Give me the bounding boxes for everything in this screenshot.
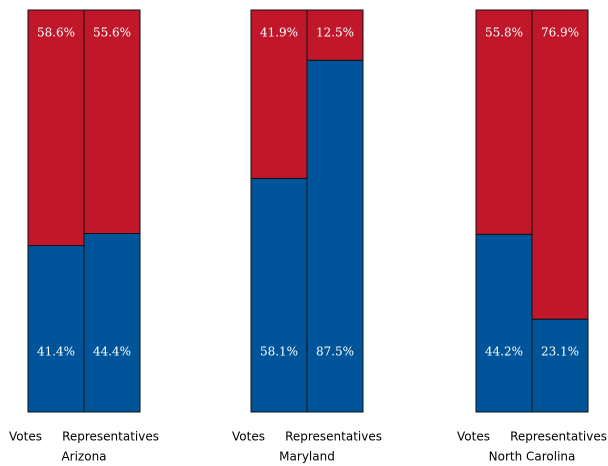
group-title: North Carolina [489, 450, 576, 464]
bar-segment [531, 318, 589, 413]
bar-segment [83, 233, 141, 413]
bar-segment [83, 9, 141, 235]
bar-segment [250, 177, 308, 413]
category-label: Representatives [285, 430, 382, 444]
category-label: Representatives [510, 430, 607, 444]
bar-segment [475, 233, 533, 413]
value-label: 55.6% [93, 26, 131, 40]
value-label: 87.5% [316, 345, 354, 359]
category-label: Representatives [62, 430, 159, 444]
group-title: Maryland [279, 450, 335, 464]
bar-segment [27, 9, 85, 247]
value-label: 58.1% [260, 345, 298, 359]
bar-segment [475, 9, 533, 235]
group-title: Arizona [61, 450, 106, 464]
value-label: 12.5% [316, 26, 354, 40]
value-label: 44.4% [93, 345, 131, 359]
bar-segment [531, 9, 589, 320]
bar-segment [250, 9, 308, 179]
bar-segment [306, 59, 364, 413]
value-label: 76.9% [541, 26, 579, 40]
value-label: 41.9% [260, 26, 298, 40]
category-label: Votes [9, 430, 42, 444]
category-label: Votes [232, 430, 265, 444]
category-label: Votes [457, 430, 490, 444]
value-label: 58.6% [37, 26, 75, 40]
bar-segment [27, 245, 85, 413]
bar-segment [306, 9, 364, 61]
value-label: 55.8% [485, 26, 523, 40]
value-label: 44.2% [485, 345, 523, 359]
value-label: 41.4% [37, 345, 75, 359]
value-label: 23.1% [541, 345, 579, 359]
